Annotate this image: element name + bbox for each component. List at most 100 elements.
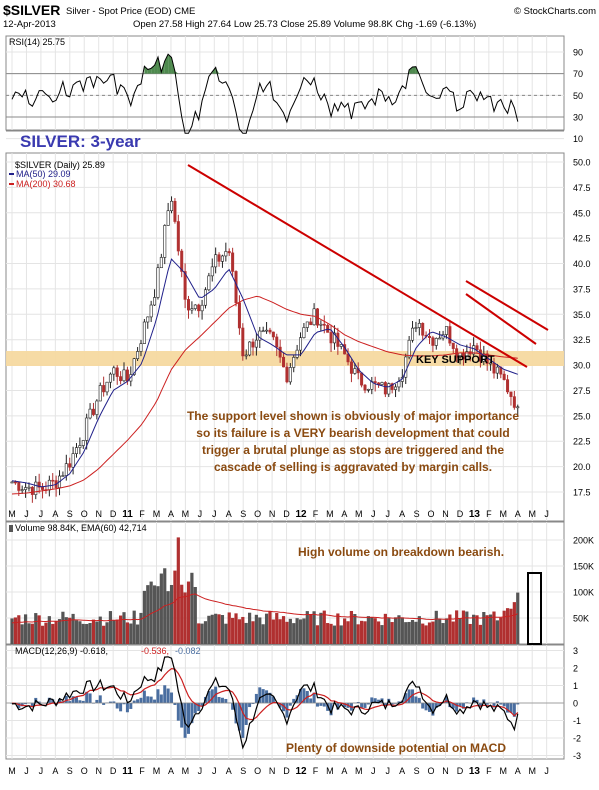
y-tick-label: 100K bbox=[573, 588, 594, 598]
macd-hist-bar bbox=[98, 695, 102, 703]
x-tick-label: N bbox=[95, 509, 102, 519]
panel-frames bbox=[5, 35, 565, 760]
price-candle-body bbox=[254, 339, 258, 348]
volume-bar bbox=[261, 624, 265, 644]
x-tick-label: F bbox=[139, 766, 145, 776]
macd-hist-bar bbox=[383, 703, 387, 706]
y-tick-label: 50.0 bbox=[573, 158, 591, 168]
macd-hist-bar bbox=[78, 700, 82, 703]
macd-hist-bar bbox=[411, 689, 415, 703]
macd-hist-bar bbox=[51, 699, 55, 703]
macd-hist-bar bbox=[180, 703, 184, 728]
price-candle-body bbox=[91, 408, 95, 415]
macd-hist-bar bbox=[278, 703, 282, 708]
price-candle-body bbox=[10, 481, 14, 484]
price-candle-body bbox=[346, 353, 350, 363]
volume-bar bbox=[81, 623, 85, 644]
macd-hist-bar bbox=[315, 703, 319, 707]
volume-bar bbox=[295, 618, 299, 644]
volume-bar bbox=[288, 618, 292, 644]
price-candle-body bbox=[102, 385, 106, 393]
x-tick-label: D bbox=[283, 509, 290, 519]
volume-bar bbox=[451, 621, 455, 644]
volume-bar bbox=[468, 623, 472, 644]
x-tick-label: N bbox=[269, 766, 276, 776]
macd-hist-bar bbox=[370, 697, 374, 703]
volume-bar bbox=[91, 619, 96, 644]
rsi-series bbox=[11, 53, 519, 134]
volume-bar bbox=[414, 621, 418, 644]
macd-hist-bar bbox=[509, 703, 513, 713]
y-tick-label: 17.5 bbox=[573, 488, 591, 498]
x-tick-label: D bbox=[283, 766, 290, 776]
rsi-axis: 90 70 50 30 10 bbox=[573, 48, 583, 145]
y-tick-label: 42.5 bbox=[573, 234, 591, 244]
price-candle-body bbox=[139, 343, 143, 352]
volume-bar bbox=[241, 616, 245, 644]
price-candle-body bbox=[465, 351, 469, 360]
macd-histogram bbox=[6, 685, 564, 738]
x-tick-label: 12 bbox=[295, 766, 307, 777]
key-support-label: KEY SUPPORT bbox=[416, 354, 495, 366]
volume-bar bbox=[220, 615, 225, 644]
price-candle-body bbox=[146, 316, 150, 323]
macd-hist-bar bbox=[64, 695, 68, 703]
price-candle-body bbox=[231, 252, 235, 272]
volume-bar bbox=[461, 610, 466, 644]
macd-label-hist: -0.082 bbox=[175, 646, 201, 656]
rsi-overbought-fill bbox=[409, 66, 413, 74]
volume-bar bbox=[23, 614, 28, 644]
macd-hist-bar bbox=[414, 696, 418, 703]
price-candle-body bbox=[190, 308, 194, 311]
price-candle-body bbox=[64, 463, 68, 476]
price-candle-body bbox=[275, 336, 279, 348]
y-tick-label: 70 bbox=[573, 69, 583, 79]
price-candle-body bbox=[220, 255, 224, 262]
x-tick-label: F bbox=[139, 509, 145, 519]
x-tick-label: F bbox=[313, 509, 319, 519]
price-candle-body bbox=[278, 346, 282, 358]
volume-bar bbox=[441, 623, 445, 644]
price-candle-body bbox=[183, 271, 187, 300]
macd-hist-bar bbox=[312, 692, 316, 703]
macd-hist-bar bbox=[173, 703, 177, 705]
volume-bar bbox=[353, 614, 357, 644]
x-tick-label: A bbox=[226, 509, 232, 519]
macd-hist-bar bbox=[231, 703, 235, 710]
x-tick-label: A bbox=[168, 509, 174, 519]
price-candle-body bbox=[159, 257, 163, 269]
rsi-overbought-fill bbox=[174, 71, 179, 74]
rsi-overbought-fill bbox=[151, 65, 155, 74]
price-candle-body bbox=[489, 362, 493, 365]
breakdown-volume-box bbox=[527, 572, 542, 645]
x-tick-label: O bbox=[254, 509, 261, 519]
rsi-overbought-fill bbox=[164, 54, 169, 74]
annotation-line-3: trigger a brutal plunge as stops are tri… bbox=[202, 443, 504, 457]
volume-bar bbox=[217, 614, 221, 644]
price-candle-body bbox=[173, 200, 177, 222]
price-candle-body bbox=[295, 349, 299, 358]
price-candle-body bbox=[516, 406, 520, 409]
macd-hist-bar bbox=[431, 703, 435, 716]
price-candle-body bbox=[282, 356, 286, 368]
volume-bar bbox=[258, 617, 262, 644]
price-candle-body bbox=[512, 396, 516, 408]
price-candle-body bbox=[136, 351, 140, 359]
volume-bar bbox=[370, 617, 374, 644]
volume-bar bbox=[10, 618, 14, 644]
x-tick-label: M bbox=[182, 766, 190, 776]
volume-bar bbox=[61, 611, 65, 644]
price-candle-body bbox=[495, 366, 499, 374]
macd-hist-bar bbox=[309, 698, 313, 703]
x-axis-top: M J J A S O N D 11 F M A M J J A S O N D 12 F M A M J J A S O N D 13 F M A M… bbox=[8, 509, 549, 520]
volume-bar bbox=[244, 622, 248, 644]
volume-bar bbox=[393, 617, 398, 644]
price-candle-body bbox=[193, 304, 197, 309]
macd-hist-bar bbox=[360, 703, 364, 708]
price-candle-body bbox=[61, 475, 65, 477]
volume-bar bbox=[203, 621, 208, 644]
price-candle-body bbox=[502, 373, 506, 380]
volume-bar bbox=[74, 620, 79, 644]
macd-hist-bar bbox=[190, 703, 194, 724]
volume-bar bbox=[95, 621, 99, 644]
